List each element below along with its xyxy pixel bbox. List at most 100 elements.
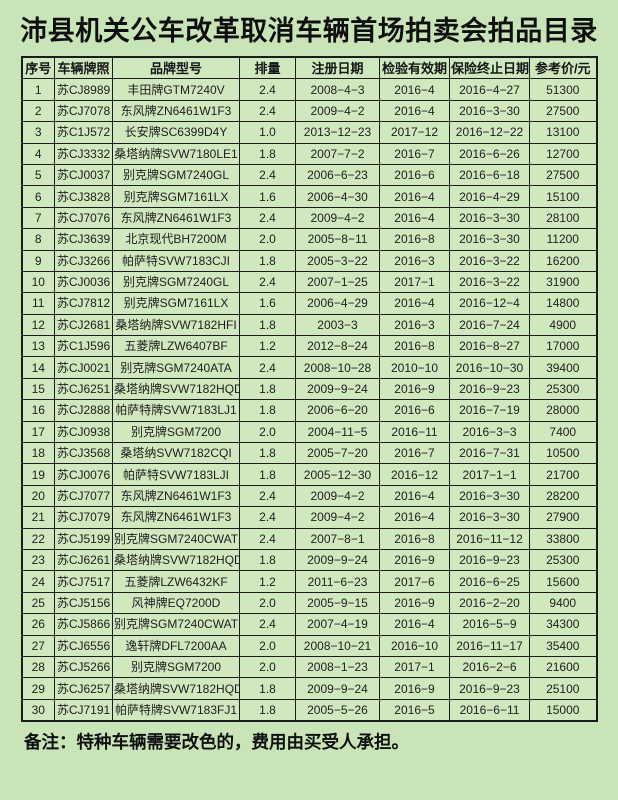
cell-model: 东风牌ZN6461W1F3 — [112, 99, 240, 123]
cell-plate: 苏CJ3266 — [54, 249, 113, 272]
col-header-displacement: 排量 — [239, 56, 296, 80]
cell-price: 15100 — [529, 185, 597, 208]
cell-model: 五菱牌LZW6407BF — [112, 335, 240, 358]
cell-reg-date: 2006−6−23 — [295, 163, 380, 187]
cell-reg-date: 2003−3 — [295, 313, 380, 337]
cell-model: 东风牌ZN6461W1F3 — [112, 484, 240, 508]
cell-inspection: 2016−9 — [379, 591, 450, 615]
cell-price: 39400 — [529, 356, 597, 379]
cell-displacement: 2.4 — [239, 613, 296, 636]
cell-insurance-end: 2016−8−27 — [449, 335, 530, 358]
table-row: 7 苏CJ7076 东风牌ZN6461W1F3 2.4 2009−4−2 201… — [21, 206, 597, 230]
table-row: 19 苏CJ0076 帕萨特SVW7183LJI 1.8 2005−12−30 … — [21, 463, 597, 486]
cell-no: 2 — [21, 99, 55, 123]
table-row: 22 苏CJ5199 别克牌SGM7240CWAT 2.4 2007−8−1 2… — [21, 527, 597, 550]
table-row: 25 苏CJ5156 风神牌EQ7200D 2.0 2005−9−15 2016… — [21, 591, 597, 615]
cell-displacement: 2.0 — [239, 420, 296, 444]
cell-reg-date: 2008−10−21 — [295, 634, 380, 657]
cell-displacement: 1.8 — [239, 377, 296, 401]
table-row: 20 苏CJ7077 东风牌ZN6461W1F3 2.4 2009−4−2 20… — [21, 484, 597, 508]
cell-model: 五菱牌LZW6432KF — [112, 570, 240, 593]
col-header-plate: 车辆牌照 — [54, 56, 113, 80]
table-row: 14 苏CJ0021 别克牌SGM7240ATA 2.4 2008−10−28 … — [21, 356, 597, 379]
cell-inspection: 2016−4 — [379, 99, 450, 123]
table-row: 17 苏CJ0938 别克牌SGM7200 2.0 2004−11−5 2016… — [21, 420, 597, 444]
cell-model: 帕萨特牌SVW7183LJ1 — [112, 399, 240, 422]
cell-displacement: 2.4 — [239, 163, 296, 187]
cell-inspection: 2016−6 — [379, 163, 450, 187]
cell-reg-date: 2006−4−29 — [295, 292, 380, 315]
cell-plate: 苏CJ3568 — [54, 442, 113, 465]
cell-inspection: 2016−8 — [379, 335, 450, 358]
cell-model: 风神牌EQ7200D — [112, 591, 240, 615]
cell-inspection: 2016−9 — [379, 377, 450, 401]
table-row: 8 苏CJ3639 北京现代BH7200M 2.0 2005−8−11 2016… — [21, 228, 597, 251]
cell-insurance-end: 2016−10−30 — [449, 356, 530, 379]
cell-inspection: 2016−5 — [379, 698, 450, 722]
cell-price: 25100 — [529, 677, 597, 700]
cell-price: 28000 — [529, 399, 597, 422]
cell-no: 16 — [21, 399, 55, 422]
cell-model: 桑塔纳牌SVW7182HQD — [112, 548, 240, 572]
cell-no: 23 — [21, 548, 55, 572]
cell-plate: 苏CJ2888 — [54, 399, 113, 422]
cell-no: 8 — [21, 228, 55, 251]
cell-model: 桑塔纳牌SVW7182HFI — [112, 313, 240, 337]
table-row: 29 苏CJ6257 桑塔纳牌SVW7182HQD 1.8 2009−9−24 … — [21, 677, 597, 700]
footnote: 备注：特种车辆需要改色的，费用由买受人承担。 — [24, 732, 409, 753]
cell-inspection: 2016−11 — [379, 420, 450, 444]
cell-inspection: 2016−4 — [379, 78, 450, 101]
cell-inspection: 2016−4 — [379, 206, 450, 230]
cell-no: 3 — [21, 121, 55, 144]
cell-reg-date: 2005−8−11 — [295, 228, 380, 251]
cell-displacement: 1.2 — [239, 570, 296, 593]
cell-insurance-end: 2016−9−23 — [449, 548, 530, 572]
cell-no: 21 — [21, 506, 55, 529]
cell-reg-date: 2008−4−3 — [295, 78, 380, 101]
cell-inspection: 2016−4 — [379, 484, 450, 508]
cell-no: 17 — [21, 420, 55, 444]
cell-model: 别克牌SGM7161LX — [112, 292, 240, 315]
cell-plate: 苏CJ5199 — [54, 527, 113, 550]
cell-inspection: 2016−4 — [379, 506, 450, 529]
cell-reg-date: 2008−1−23 — [295, 655, 380, 679]
table-row: 23 苏CJ6261 桑塔纳牌SVW7182HQD 1.8 2009−9−24 … — [21, 548, 597, 572]
table-header-row: 序号 车辆牌照 品牌型号 排量 注册日期 检验有效期 保险终止日期 参考价/元 — [21, 56, 597, 80]
cell-inspection: 2016−3 — [379, 249, 450, 272]
cell-model: 桑塔纳牌SVW7182HQD — [112, 677, 240, 700]
cell-plate: 苏CJ7079 — [54, 506, 113, 529]
col-header-model: 品牌型号 — [112, 56, 240, 80]
cell-displacement: 1.8 — [239, 442, 296, 465]
cell-model: 北京现代BH7200M — [112, 228, 240, 251]
cell-price: 21700 — [529, 463, 597, 486]
cell-price: 31900 — [529, 270, 597, 294]
table-row: 12 苏CJ2681 桑塔纳牌SVW7182HFI 1.8 2003−3 201… — [21, 313, 597, 337]
cell-insurance-end: 2016−3−22 — [449, 249, 530, 272]
table-row: 1 苏CJ8989 丰田牌GTM7240V 2.4 2008−4−3 2016−… — [21, 78, 597, 101]
cell-no: 28 — [21, 655, 55, 679]
cell-plate: 苏CJ6261 — [54, 548, 113, 572]
cell-no: 25 — [21, 591, 55, 615]
cell-inspection: 2017−1 — [379, 655, 450, 679]
cell-no: 5 — [21, 163, 55, 187]
cell-model: 别克牌SGM7200 — [112, 655, 240, 679]
cell-insurance-end: 2016−3−22 — [449, 270, 530, 294]
cell-plate: 苏C1J596 — [54, 335, 113, 358]
cell-plate: 苏CJ0076 — [54, 463, 113, 486]
cell-price: 7400 — [529, 420, 597, 444]
cell-insurance-end: 2017−1−1 — [449, 463, 530, 486]
cell-price: 51300 — [529, 78, 597, 101]
cell-price: 21600 — [529, 655, 597, 679]
cell-no: 30 — [21, 698, 55, 722]
table-row: 16 苏CJ2888 帕萨特牌SVW7183LJ1 1.8 2006−6−20 … — [21, 399, 597, 422]
table-row: 13 苏C1J596 五菱牌LZW6407BF 1.2 2012−8−24 20… — [21, 335, 597, 358]
cell-plate: 苏CJ6257 — [54, 677, 113, 700]
cell-price: 11200 — [529, 228, 597, 251]
cell-model: 逸轩牌DFL7200AA — [112, 634, 240, 657]
cell-reg-date: 2005−5−26 — [295, 698, 380, 722]
cell-price: 28100 — [529, 206, 597, 230]
cell-inspection: 2016−10 — [379, 634, 450, 657]
cell-model: 别克牌SGM7161LX — [112, 185, 240, 208]
cell-insurance-end: 2016−9−23 — [449, 377, 530, 401]
table-row: 27 苏CJ6556 逸轩牌DFL7200AA 2.0 2008−10−21 2… — [21, 634, 597, 657]
